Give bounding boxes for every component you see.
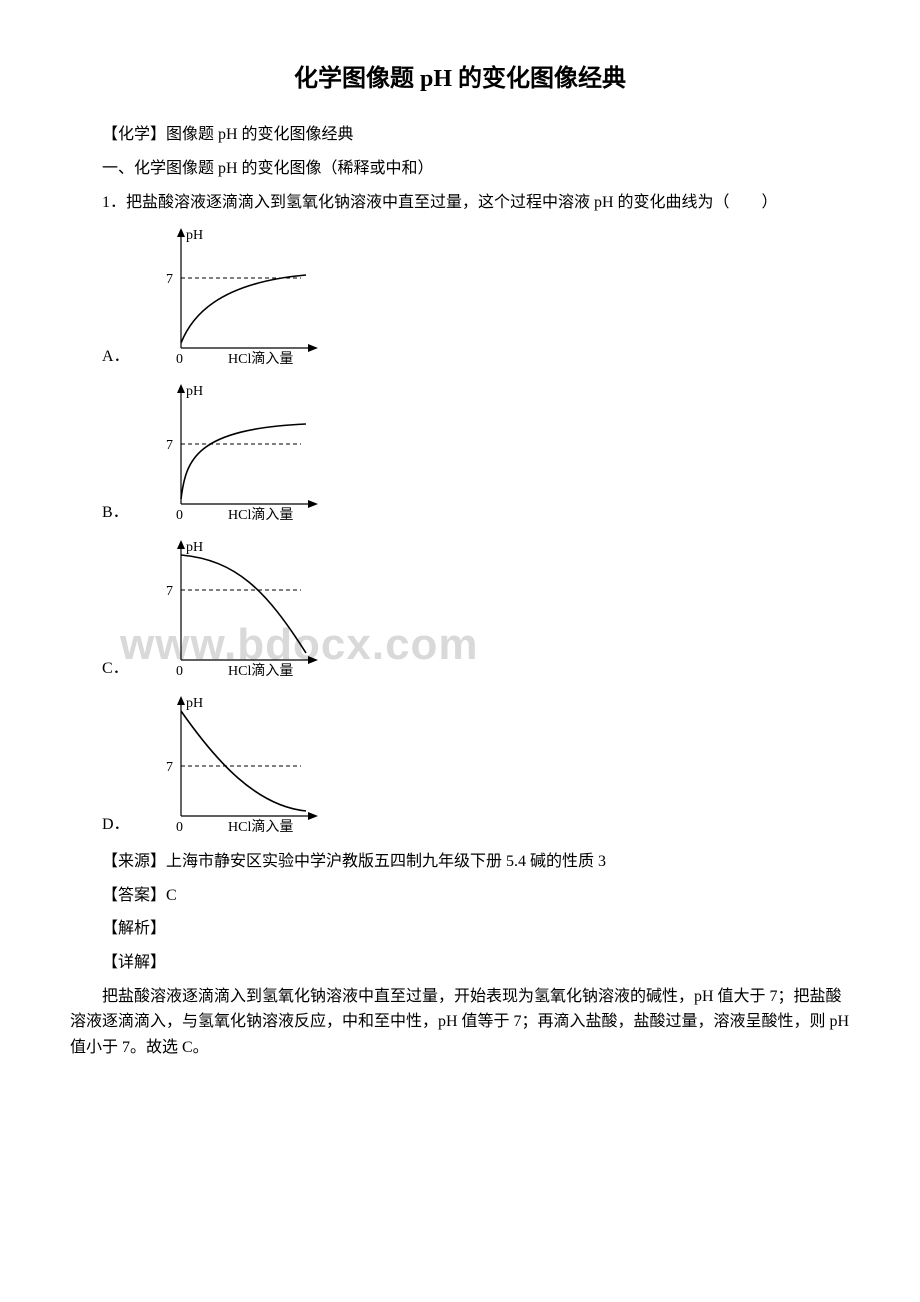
analysis-line: 【解析】 [70, 916, 850, 942]
y-axis-label: pH [186, 537, 203, 559]
option-a-label: A． [102, 344, 136, 374]
x-axis-label: HCl滴入量 [228, 661, 293, 683]
option-b-label: B． [102, 500, 136, 530]
tick-7: 7 [166, 435, 173, 457]
option-d-label: D． [102, 812, 136, 842]
option-a: A． pH 7 0 HCl滴入量 [102, 223, 850, 373]
page-title: 化学图像题 pH 的变化图像经典 [70, 60, 850, 98]
answer-line: 【答案】C [70, 883, 850, 909]
chart-c: pH 7 0 HCl滴入量 [136, 535, 336, 685]
option-d: D． pH 7 0 HCl滴入量 [102, 691, 850, 841]
option-c: C． pH 7 0 HCl滴入量 [102, 535, 850, 685]
chart-b: pH 7 0 HCl滴入量 [136, 379, 336, 529]
x-axis-label: HCl滴入量 [228, 505, 293, 527]
origin-zero: 0 [176, 661, 183, 683]
y-axis-label: pH [186, 381, 203, 403]
explanation-text: 把盐酸溶液逐滴滴入到氢氧化钠溶液中直至过量，开始表现为氢氧化钠溶液的碱性，pH … [70, 984, 850, 1061]
tick-7: 7 [166, 581, 173, 603]
origin-zero: 0 [176, 349, 183, 371]
option-b: B． pH 7 0 HCl滴入量 [102, 379, 850, 529]
question-text: 1．把盐酸溶液逐滴滴入到氢氧化钠溶液中直至过量，这个过程中溶液 pH 的变化曲线… [70, 190, 850, 216]
origin-zero: 0 [176, 505, 183, 527]
detail-line: 【详解】 [70, 950, 850, 976]
tick-7: 7 [166, 757, 173, 779]
option-c-label: C． [102, 656, 136, 686]
intro-tag: 【化学】图像题 pH 的变化图像经典 [70, 122, 850, 148]
section-heading: 一、化学图像题 pH 的变化图像（稀释或中和） [70, 156, 850, 182]
source-line: 【来源】上海市静安区实验中学沪教版五四制九年级下册 5.4 碱的性质 3 [70, 849, 850, 875]
x-axis-label: HCl滴入量 [228, 349, 293, 371]
y-axis-label: pH [186, 225, 203, 247]
origin-zero: 0 [176, 817, 183, 839]
y-axis-label: pH [186, 693, 203, 715]
tick-7: 7 [166, 269, 173, 291]
chart-a: pH 7 0 HCl滴入量 [136, 223, 336, 373]
x-axis-label: HCl滴入量 [228, 817, 293, 839]
chart-d: pH 7 0 HCl滴入量 [136, 691, 336, 841]
